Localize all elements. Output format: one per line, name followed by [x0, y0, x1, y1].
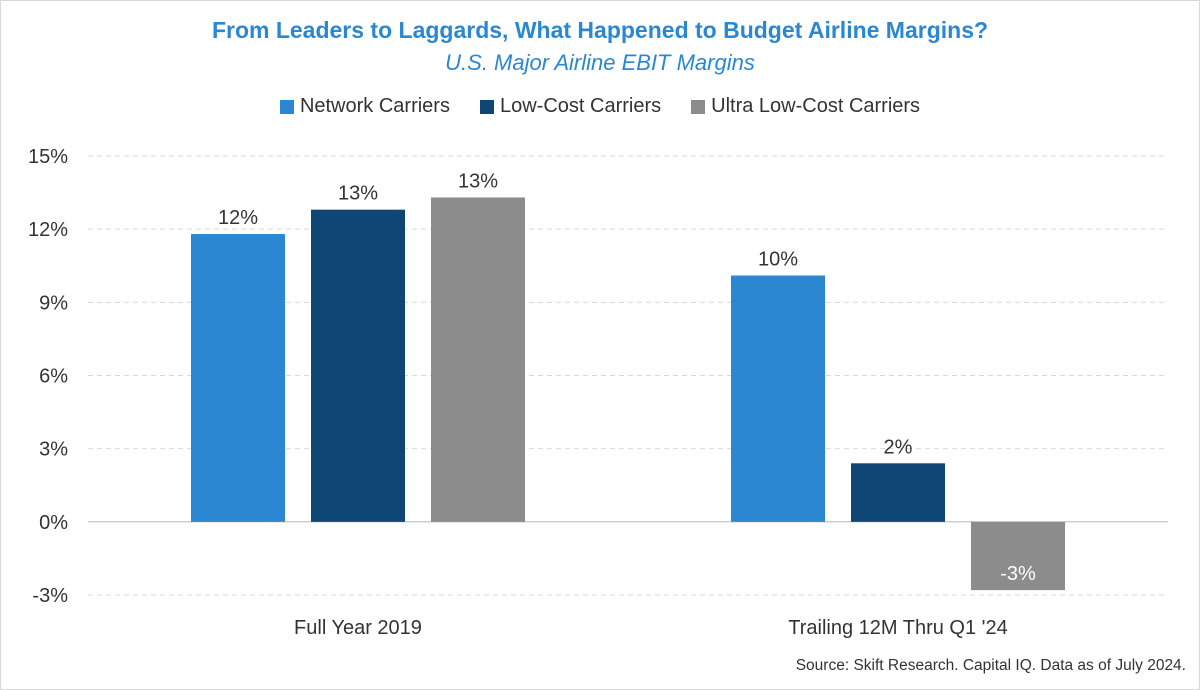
- legend-swatch-network-carriers: [279, 99, 294, 114]
- legend-item-network-carriers: Network Carriers: [279, 95, 450, 118]
- legend-item-low-cost-carriers: Low-Cost Carriers: [479, 95, 662, 118]
- legend-label-ultra-low-cost-carriers: Ultra Low-Cost Carriers: [711, 95, 921, 117]
- chart-subtitle: U.S. Major Airline EBIT Margins: [445, 50, 755, 75]
- legend-swatch-low-cost-carriers: [479, 99, 494, 114]
- chart-title: From Leaders to Laggards, What Happened …: [211, 17, 989, 43]
- y-tick-label: 15%: [28, 146, 68, 168]
- y-tick-label: 0%: [39, 512, 68, 534]
- y-tick-label: 9%: [39, 292, 68, 314]
- bar-ultra-low-cost-carriers-full-year-2019: [431, 197, 525, 522]
- legend-label-low-cost-carriers: Low-Cost Carriers: [499, 95, 662, 117]
- data-label-network-carriers-full-year-2019: 12%: [218, 207, 258, 229]
- legend: Network Carriers Low-Cost Carriers Ultra…: [0, 95, 1200, 118]
- data-label-network-carriers-trailing-12m-thru-q1-24: 10%: [758, 249, 798, 271]
- y-tick-label: 6%: [39, 366, 68, 388]
- legend-item-ultra-low-cost-carriers: Ultra Low-Cost Carriers: [691, 95, 920, 118]
- x-tick-label: Trailing 12M Thru Q1 '24: [788, 617, 1007, 639]
- bar-ultra-low-cost-carriers-trailing-12m-thru-q1-24: [971, 521, 1065, 591]
- legend-label-network-carriers: Network Carriers: [299, 95, 450, 117]
- y-tick-label: 3%: [39, 439, 68, 461]
- legend-swatch-ultra-low-cost-carriers: [691, 99, 706, 114]
- bar-low-cost-carriers-trailing-12m-thru-q1-24: [851, 463, 945, 522]
- data-label-ultra-low-cost-carriers-trailing-12m-thru-q1-24: -3%: [1000, 563, 1036, 585]
- y-tick-label: 12%: [28, 219, 68, 241]
- data-label-low-cost-carriers-trailing-12m-thru-q1-24: 2%: [884, 436, 913, 458]
- x-tick-label: Full Year 2019: [294, 617, 422, 639]
- source-note: Source: Skift Research. Capital IQ. Data…: [795, 657, 1186, 674]
- bar-low-cost-carriers-full-year-2019: [311, 209, 405, 522]
- y-tick-label: -3%: [32, 585, 68, 607]
- bar-network-carriers-full-year-2019: [191, 234, 285, 522]
- bar-network-carriers-trailing-12m-thru-q1-24: [731, 275, 825, 522]
- data-label-low-cost-carriers-full-year-2019: 13%: [338, 183, 378, 205]
- data-label-ultra-low-cost-carriers-full-year-2019: 13%: [458, 170, 498, 192]
